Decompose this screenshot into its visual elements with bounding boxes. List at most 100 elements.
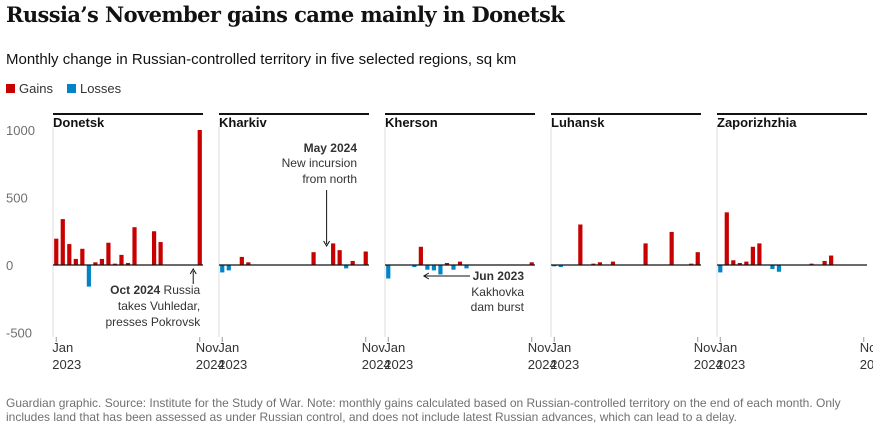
bar — [54, 238, 59, 265]
bar — [809, 263, 814, 265]
annotation-incursion-line2: from north — [302, 172, 357, 186]
bar — [80, 248, 85, 265]
annotation-arrowhead — [323, 240, 331, 247]
panel-top-rule — [385, 113, 535, 115]
bar — [344, 265, 349, 269]
bar — [331, 243, 336, 265]
bar — [67, 244, 72, 265]
panel-title: Kharkiv — [219, 115, 267, 130]
x-tick-label-year: 2023 — [52, 357, 81, 372]
bar — [669, 231, 674, 265]
panel-top-rule — [53, 113, 203, 115]
bar — [412, 265, 417, 268]
annotation-vuhledar-line1: Oct 2024 Russia — [110, 283, 200, 297]
bar — [829, 255, 834, 265]
bar — [776, 265, 782, 272]
bar — [60, 219, 65, 265]
y-tick-label: 1000 — [6, 123, 35, 138]
bar — [718, 265, 723, 273]
legend-label-losses: Losses — [79, 81, 122, 96]
x-tick-label-month: Jan — [550, 340, 571, 355]
annotation-arrowhead — [189, 268, 197, 275]
bar — [239, 256, 244, 265]
bar — [464, 265, 469, 269]
x-tick-label-month: Nov — [694, 340, 718, 355]
bar — [578, 224, 583, 265]
bar — [350, 260, 355, 265]
x-tick-label-month: Jan — [218, 340, 239, 355]
panel-title: Kherson — [385, 115, 438, 130]
x-tick-label-year: 2023 — [716, 357, 745, 372]
x-tick-label-year: 2024 — [694, 357, 723, 372]
bar — [724, 212, 729, 265]
bar — [132, 227, 137, 265]
x-tick-label-month: Jan — [384, 340, 405, 355]
x-tick-label-month: Nov — [362, 340, 386, 355]
bar — [73, 258, 78, 265]
bar — [106, 242, 111, 265]
bar — [643, 243, 648, 265]
legend-item-gains: Gains — [6, 81, 53, 96]
bar — [529, 262, 534, 265]
x-tick-label-year: 2023 — [384, 357, 413, 372]
y-tick-label: -500 — [6, 326, 32, 341]
x-tick-label-month: Nov — [528, 340, 552, 355]
bar — [770, 265, 775, 270]
bar — [418, 246, 423, 265]
annotation-date: Oct 2024 — [110, 283, 160, 297]
annotation-vuhledar-line2: takes Vuhledar, — [118, 299, 200, 313]
bar — [337, 250, 342, 265]
panel-title: Donetsk — [53, 115, 105, 130]
bar — [444, 262, 450, 265]
bar — [757, 243, 762, 265]
legend: Gains Losses — [6, 81, 121, 96]
x-tick-label-month: Nov — [860, 340, 873, 355]
bar — [438, 265, 443, 275]
bar — [731, 260, 736, 265]
bar — [610, 261, 616, 265]
bar — [558, 265, 563, 268]
bar — [112, 263, 118, 265]
bar — [86, 265, 91, 287]
annotation-incursion-date: May 2024 — [304, 141, 358, 155]
panel-top-rule — [551, 113, 701, 115]
panel-title: Luhansk — [551, 115, 605, 130]
x-tick-label-year: 2024 — [528, 357, 557, 372]
bar — [552, 265, 557, 267]
panel-title: Zaporizhzhia — [717, 115, 797, 130]
annotation-vuhledar-line3: presses Pokrovsk — [106, 315, 202, 329]
bar — [591, 263, 596, 265]
bar — [119, 254, 124, 265]
annotation-dam-date: Jun 2023 — [473, 269, 525, 283]
bar — [226, 265, 231, 271]
y-tick-label: 500 — [6, 191, 28, 206]
bar — [151, 231, 157, 265]
annotation-text: Russia — [160, 283, 200, 297]
annotation-incursion-line1: New incursion — [282, 156, 357, 170]
annotation-dam-line1: Kakhovka — [471, 285, 524, 299]
annotation-dam-line2: dam burst — [471, 300, 525, 314]
bar — [822, 260, 827, 265]
x-tick-label-month: Jan — [716, 340, 737, 355]
bar — [99, 258, 105, 265]
chart-subtitle: Monthly change in Russian-controlled ter… — [6, 51, 517, 68]
bar — [695, 252, 700, 265]
chart-title: Russia’s November gains came mainly in D… — [6, 2, 565, 27]
bar — [363, 251, 368, 265]
bar — [220, 265, 225, 273]
y-tick-label: 0 — [6, 258, 13, 273]
bar — [425, 265, 430, 270]
bar — [431, 265, 437, 271]
x-tick-label-year: 2023 — [550, 357, 579, 372]
x-tick-label-year: 2023 — [218, 357, 247, 372]
bar — [597, 262, 603, 265]
losses-swatch — [66, 84, 76, 93]
x-tick-label-month: Jan — [52, 340, 73, 355]
bar — [689, 263, 694, 265]
legend-label-gains: Gains — [19, 81, 53, 96]
bar — [744, 261, 749, 265]
gains-swatch — [6, 84, 15, 93]
bar — [451, 265, 456, 270]
chart-footer-note: Guardian graphic. Source: Institute for … — [6, 396, 841, 424]
